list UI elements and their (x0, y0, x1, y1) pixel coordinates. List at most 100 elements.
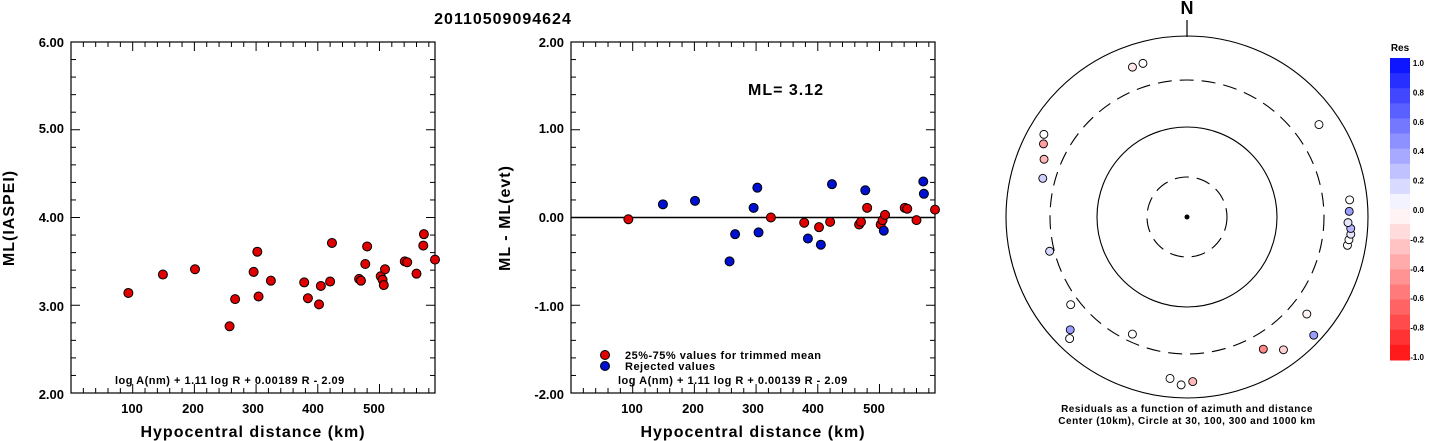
data-point (315, 280, 326, 291)
trimmed-point (765, 212, 776, 223)
legend-trimmed-label: 25%-75% values for trimmed mean (625, 350, 821, 362)
data-point (123, 287, 134, 298)
station-marker (1045, 246, 1055, 256)
middle-panel: ML= 3.12 2.00 1.00 0.00 -1.00 -2.00 100 … (497, 35, 940, 441)
left-plot-area (70, 41, 436, 394)
epicenter-dot (1184, 214, 1190, 220)
station-marker (1138, 58, 1148, 68)
station-marker (1065, 334, 1075, 344)
data-point (362, 241, 373, 252)
station-marker (1279, 345, 1288, 355)
mid-formula: log A(nm) + 1.11 log R + 0.00139 R - 2.0… (618, 375, 848, 387)
colorbar-cell (1390, 314, 1410, 331)
legend-rejected-marker (600, 361, 610, 371)
trimmed-point (902, 203, 913, 214)
colorbar-tick-label: 0.2 (1413, 177, 1425, 186)
figure-title: 20110509094624 (434, 11, 572, 28)
left-ticks (71, 42, 435, 393)
station-marker (1258, 344, 1268, 354)
rejected-point (657, 199, 668, 210)
data-point (314, 299, 325, 310)
mid-y-tick-label: -1.00 (534, 299, 564, 314)
data-point (418, 229, 429, 240)
colorbar-cell (1390, 209, 1410, 225)
data-point (325, 276, 336, 287)
station-marker (1039, 154, 1049, 164)
station-marker (1188, 377, 1198, 387)
station-marker (1343, 218, 1353, 228)
colorbar-cell (1390, 344, 1410, 361)
mid-x-tick-label: 200 (682, 401, 704, 416)
colorbar-cell (1390, 329, 1410, 346)
data-point (299, 277, 310, 288)
data-point (355, 275, 366, 286)
mid-x-tick-label: 400 (802, 401, 824, 416)
data-point (253, 291, 264, 302)
station-marker (1344, 206, 1354, 216)
trimmed-point (855, 216, 866, 227)
colorbar-tick-label: 0.6 (1413, 118, 1425, 127)
trimmed-point (799, 217, 810, 228)
mid-y-axis-label: ML - ML(evt) (497, 165, 514, 271)
trimmed-point (825, 216, 836, 227)
legend-trimmed-marker (600, 350, 610, 360)
mid-y-tick-label: -2.00 (534, 387, 564, 402)
mid-points (623, 176, 940, 267)
station-marker (1127, 329, 1137, 339)
polar-panel: N Residuals as a function of azimuth and… (1005, 0, 1369, 427)
left-y-axis-label: ML(IASPEI) (1, 170, 18, 266)
colorbar-cell (1390, 73, 1410, 89)
mid-y-tick-label: 2.00 (539, 35, 564, 50)
data-point (326, 237, 337, 248)
colorbar-cell (1390, 163, 1410, 180)
distance-ring (1005, 35, 1369, 399)
polar-rings (1005, 35, 1369, 399)
data-point (265, 275, 276, 286)
trimmed-point (814, 222, 825, 233)
data-point (157, 269, 168, 280)
station-marker (1176, 380, 1186, 390)
left-panel: 6.00 5.00 4.00 3.00 2.00 100 200 300 400… (1, 35, 440, 441)
left-formula: log A(nm) + 1.11 log R + 0.00189 R - 2.0… (115, 375, 345, 387)
rejected-point (730, 229, 741, 240)
left-y-tick-label: 2.00 (39, 387, 64, 402)
left-y-tick-label: 5.00 (39, 121, 64, 136)
rejected-point (802, 233, 813, 244)
left-x-tick-label: 400 (302, 401, 324, 416)
left-y-tick-label: 3.00 (39, 299, 64, 314)
colorbar-tick-label: -0.6 (1410, 294, 1424, 303)
rejected-point (815, 239, 826, 250)
data-point (248, 266, 259, 277)
rejected-point (878, 225, 889, 236)
colorbar-cell (1390, 269, 1410, 285)
colorbar-tick-label: -1.0 (1410, 353, 1424, 362)
colorbar-cell (1390, 224, 1410, 240)
left-points (123, 229, 440, 332)
colorbar-tick-label: 0.4 (1413, 147, 1425, 156)
station-marker (1128, 62, 1137, 72)
data-point (380, 264, 391, 275)
data-point (360, 259, 371, 270)
colorbar-cell (1390, 284, 1410, 301)
mid-x-tick-label: 100 (621, 401, 643, 416)
rejected-point (753, 227, 764, 238)
station-marker (1038, 173, 1048, 183)
colorbar-title: Res (1391, 43, 1410, 54)
station-marker (1165, 373, 1175, 383)
trimmed-point (911, 215, 922, 226)
colorbar-cell (1390, 178, 1410, 195)
colorbar-tick-label: 0.0 (1413, 206, 1425, 215)
left-x-tick-label: 200 (182, 401, 204, 416)
ml-value: ML= 3.12 (748, 82, 824, 99)
colorbar-tick-label: -0.4 (1410, 265, 1424, 274)
distance-ring (1049, 79, 1325, 355)
data-point (418, 240, 429, 251)
rejected-point (690, 195, 701, 206)
colorbar-cell (1390, 58, 1410, 74)
trimmed-point (930, 204, 940, 215)
mid-x-axis-label: Hypocentral distance (km) (640, 424, 865, 441)
rejected-point (724, 256, 735, 267)
mid-x-tick-label: 300 (742, 401, 764, 416)
north-label: N (1181, 0, 1194, 18)
